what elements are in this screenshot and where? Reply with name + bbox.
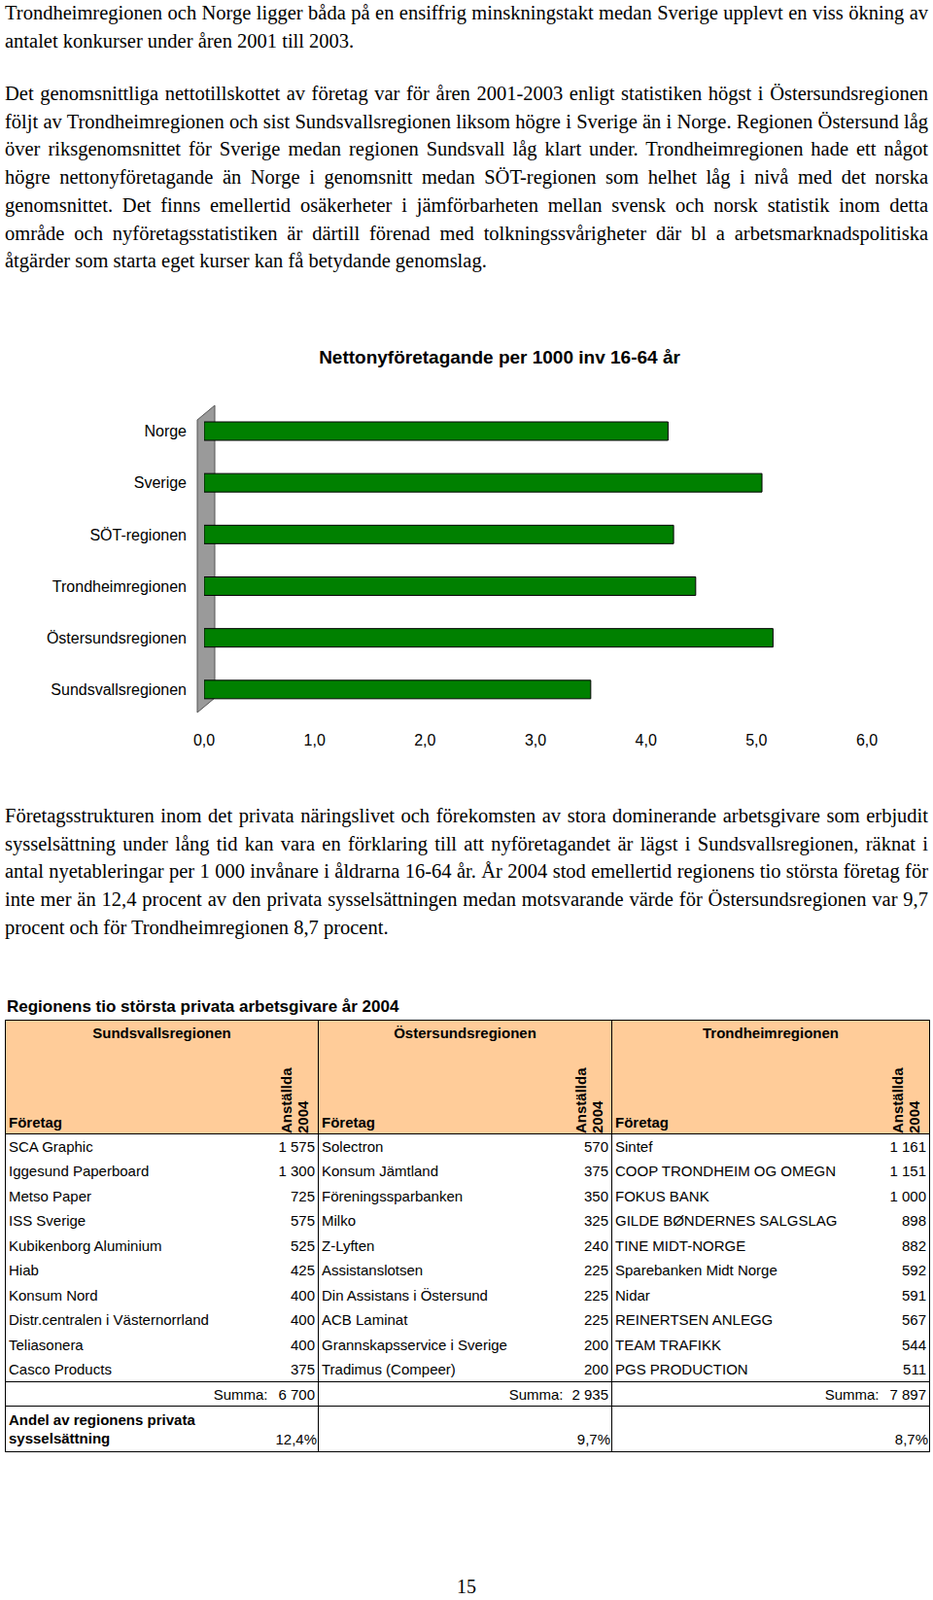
html-text:400: 400 [290,1311,315,1328]
svg-text:0,0: 0,0 [193,731,215,749]
html-text:Solectron: Solectron [321,1138,384,1155]
html-text:2004: 2004 [588,1100,606,1134]
html-text:591: 591 [901,1286,927,1304]
html-text:GILDE BØNDERNES SALGSLAG: GILDE BØNDERNES SALGSLAG [615,1212,838,1229]
html-text:8,7%: 8,7% [894,1430,929,1448]
html-text:567: 567 [901,1311,927,1328]
html-text:Anställda: Anställda [277,1067,295,1134]
html-text:ISS Sverige: ISS Sverige [8,1212,86,1229]
html-text:725: 725 [290,1187,315,1204]
html-text:400: 400 [290,1336,315,1353]
html-text:ACB Laminat: ACB Laminat [321,1311,408,1328]
html-text:Z-Lyften: Z-Lyften [321,1237,375,1254]
html-text:Föreningssparbanken: Föreningssparbanken [321,1187,463,1204]
html-text:2004: 2004 [905,1100,923,1134]
html-text:350: 350 [584,1187,609,1204]
svg-text:2,0: 2,0 [414,731,436,749]
html-text:Teliasonera: Teliasonera [8,1336,84,1353]
html-text:Grannskapsservice i Sverige: Grannskapsservice i Sverige [321,1336,508,1353]
html-text:SCA Graphic: SCA Graphic [8,1138,94,1155]
html-text:225 Nidar: 225 Nidar [584,1286,651,1304]
html-text:6 700: 6 700 [278,1385,315,1402]
svg-text:6,0: 6,0 [856,731,878,749]
html-text:Andel av regionens privata sys: Andel av regionens privata sysselsättnin… [8,1411,196,1447]
html-text:544: 544 [901,1336,927,1353]
html-text:Konsum Nord: Konsum Nord [8,1286,98,1304]
html-text:882: 882 [901,1237,927,1254]
html-text:Summa:: Summa: [508,1385,564,1402]
html-text:TINE MIDT-NORGE: TINE MIDT-NORGE [615,1237,746,1254]
svg-text:Östersundsregionen: Östersundsregionen [46,629,187,647]
html-text:Kubikenborg Aluminium: Kubikenborg Aluminium [8,1237,162,1254]
svg-text:5,0: 5,0 [745,731,767,749]
html-text:12,4%: 12,4% [275,1430,317,1448]
html-text:1 161: 1 161 [889,1138,927,1155]
html-text:225: 225 [584,1311,609,1328]
html-text:Iggesund Paperboard: Iggesund Paperboard [8,1162,149,1180]
html-text:TEAM TRAFIKK: TEAM TRAFIKK [615,1336,722,1353]
html-text:Anställda: Anställda [889,1067,906,1134]
html-text:FOKUS BANK: FOKUS BANK [615,1187,710,1204]
svg-text:4,0: 4,0 [635,731,657,749]
html-text:570: 570 [584,1138,609,1155]
html-text:1 300 Konsum Jämtland: 1 300 Konsum Jämtland [278,1162,439,1180]
html-text:Distr.centralen i Västernorrla: Distr.centralen i Västernorrland [8,1311,209,1328]
html-text:525: 525 [290,1237,315,1254]
html-text:Företag: Företag [8,1113,63,1131]
html-text:9,7%: 9,7% [577,1430,611,1448]
html-text:425 Assistanslotsen: 425 Assistanslotsen [290,1261,423,1279]
html-text:Östersundsregionen: Östersundsregionen [393,1024,537,1042]
html-text:Företag: Företag [321,1113,376,1131]
html-text:2 935: 2 935 [571,1385,609,1402]
html-text:Företag: Företag [615,1113,669,1131]
html-text:Sintef: Sintef [615,1138,653,1155]
html-text:200: 200 [584,1336,609,1353]
html-text:575: 575 [290,1212,315,1229]
html-text:375 Tradimus (Compeer): 375 Tradimus (Compeer) [290,1360,456,1378]
svg-text:3,0: 3,0 [524,731,547,749]
html-text:Casco Products: Casco Products [8,1360,112,1378]
html-text:592: 592 [901,1261,927,1279]
html-text:1 000: 1 000 [889,1187,927,1204]
html-text:1 151: 1 151 [889,1162,927,1180]
html-text:Anställda: Anställda [572,1067,589,1134]
svg-text:SÖT-regionen: SÖT-regionen [89,526,187,544]
html-text:Nettonyföretagande per 1000 in: Nettonyföretagande per 1000 inv 16-64 år [318,346,681,368]
html-text:REINERTSEN ANLEGG: REINERTSEN ANLEGG [615,1311,773,1328]
html-text:Trondheimregionen och Norge li: Trondheimregionen och Norge ligger båda … [4,1,929,52]
html-text:7 897: 7 897 [889,1385,927,1402]
html-text:Trondheimregionen: Trondheimregionen [702,1024,839,1042]
html-text:240: 240 [584,1237,609,1254]
html-text:898: 898 [901,1212,927,1229]
svg-text:1,0: 1,0 [304,731,326,749]
html-text:200 PGS PRODUCTION: 200 PGS PRODUCTION [584,1360,749,1378]
html-text:Milko: Milko [321,1212,356,1229]
html-text:1 575: 1 575 [278,1138,315,1155]
svg-text:Sundsvallsregionen: Sundsvallsregionen [50,681,187,698]
svg-text:Sverige: Sverige [134,474,187,491]
html-text:511: 511 [902,1360,927,1378]
html-text:225 Sparebanken Midt Norge: 225 Sparebanken Midt Norge [584,1261,778,1279]
html-text:400 Din Assistans i Östersund: 400 Din Assistans i Östersund [290,1286,488,1304]
html-text:Hiab: Hiab [8,1261,39,1279]
html-text:Företagsstrukturen inom det pr: Företagsstrukturen inom det privata näri… [4,804,929,938]
html-text:Regionens tio största privata: Regionens tio största privata arbetsgiva… [6,997,399,1016]
html-text:2004: 2004 [294,1100,311,1134]
html-text:15: 15 [456,1575,477,1597]
html-text:Metso Paper: Metso Paper [8,1187,92,1204]
html-text:Sundsvallsregionen: Sundsvallsregionen [92,1024,232,1042]
html-text:Summa:: Summa: [824,1385,880,1402]
html-text:375 COOP TRONDHEIM OG OMEGN: 375 COOP TRONDHEIM OG OMEGN [584,1162,836,1180]
html-text:325: 325 [584,1212,609,1229]
svg-text:Norge: Norge [143,422,187,440]
svg-text:Trondheimregionen: Trondheimregionen [52,578,187,595]
html-text:Det genomsnittliga nettotillsk: Det genomsnittliga nettotillskottet av f… [4,82,929,272]
html-text:Summa:: Summa: [213,1385,268,1402]
